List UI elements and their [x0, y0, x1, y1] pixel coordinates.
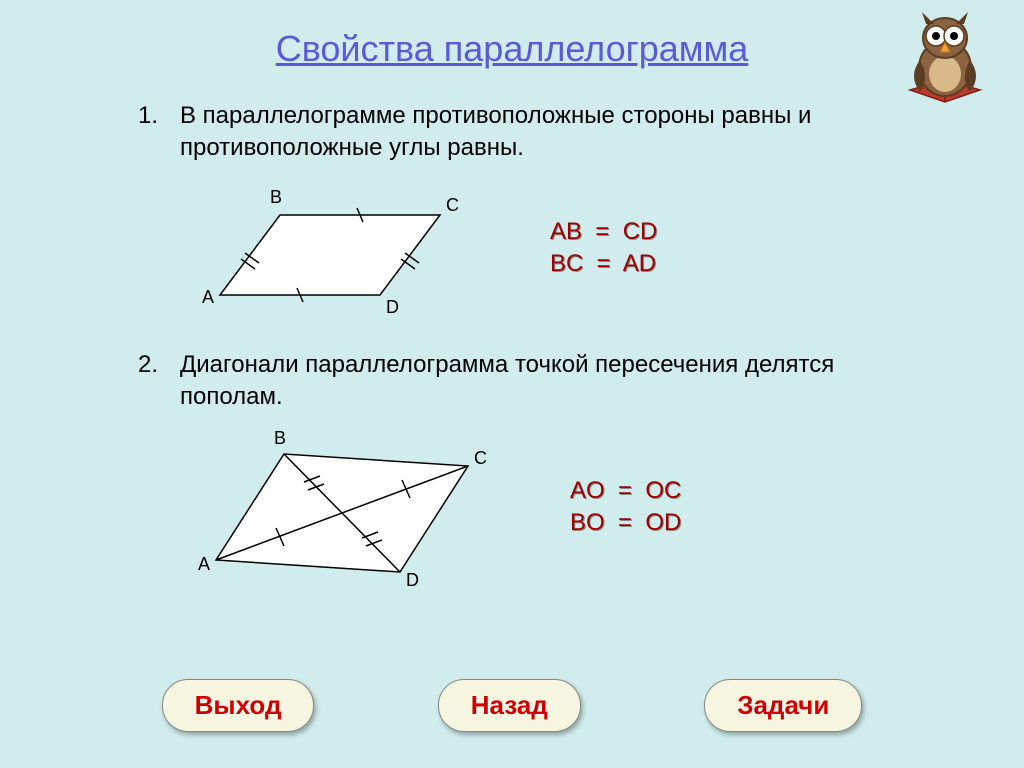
- vertex-d: D: [406, 570, 419, 590]
- item-text: В параллелограмме противоположные сторон…: [180, 100, 910, 165]
- parallelogram-2: A B C D: [180, 424, 500, 594]
- figure-1-row: A B C D AB = CD BC = AD: [180, 175, 910, 325]
- content-area: 1. В параллелограмме противоположные сто…: [130, 100, 910, 618]
- eq: AB = CD: [550, 218, 657, 246]
- property-1: 1. В параллелограмме противоположные сто…: [130, 100, 910, 165]
- item-number: 2.: [130, 349, 180, 414]
- parallelogram-1: A B C D: [180, 175, 480, 325]
- item-number: 1.: [130, 100, 180, 165]
- equations-2: AO = OC BO = OD: [570, 477, 681, 541]
- vertex-b: B: [270, 187, 282, 207]
- vertex-a: A: [202, 287, 214, 307]
- vertex-b: B: [274, 428, 286, 448]
- figure-2-row: A B C D AO = OC BO = OD: [180, 424, 910, 594]
- back-button[interactable]: Назад: [438, 679, 581, 732]
- tasks-button[interactable]: Задачи: [704, 679, 862, 732]
- vertex-c: C: [474, 448, 487, 468]
- vertex-d: D: [386, 297, 399, 317]
- property-2: 2. Диагонали параллелограмма точкой пере…: [130, 349, 910, 414]
- eq: BO = OD: [570, 509, 681, 537]
- page-title[interactable]: Свойства параллелограмма: [276, 28, 749, 70]
- vertex-c: C: [446, 195, 459, 215]
- exit-button[interactable]: Выход: [162, 679, 315, 732]
- item-text: Диагонали параллелограмма точкой пересеч…: [180, 349, 910, 414]
- button-row: Выход Назад Задачи: [0, 679, 1024, 732]
- eq: BC = AD: [550, 250, 657, 278]
- eq: AO = OC: [570, 477, 681, 505]
- equations-1: AB = CD BC = AD: [550, 218, 657, 282]
- vertex-a: A: [198, 554, 210, 574]
